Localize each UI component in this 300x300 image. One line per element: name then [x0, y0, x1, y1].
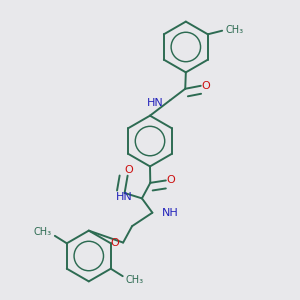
Text: HN: HN [147, 98, 164, 107]
Text: O: O [202, 81, 211, 91]
Text: NH: NH [162, 208, 179, 218]
Text: O: O [125, 165, 134, 175]
Text: CH₃: CH₃ [34, 227, 52, 237]
Text: CH₃: CH₃ [126, 275, 144, 285]
Text: O: O [167, 176, 176, 185]
Text: O: O [110, 238, 118, 248]
Text: HN: HN [116, 192, 133, 202]
Text: CH₃: CH₃ [226, 25, 244, 35]
